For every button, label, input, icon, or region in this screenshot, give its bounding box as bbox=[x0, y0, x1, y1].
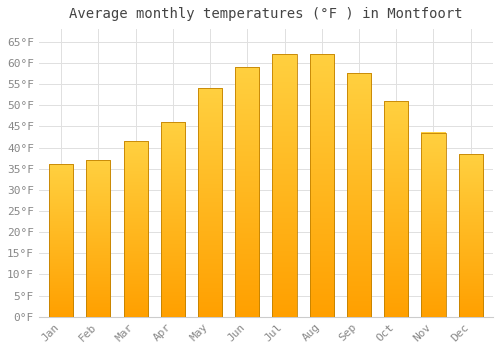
Bar bbox=[347, 74, 371, 317]
Bar bbox=[384, 101, 408, 317]
Bar bbox=[198, 88, 222, 317]
Bar bbox=[235, 67, 260, 317]
Bar bbox=[310, 55, 334, 317]
Bar bbox=[458, 154, 483, 317]
Bar bbox=[124, 141, 148, 317]
Bar bbox=[422, 133, 446, 317]
Bar bbox=[272, 55, 296, 317]
Bar bbox=[86, 160, 110, 317]
Title: Average monthly temperatures (°F ) in Montfoort: Average monthly temperatures (°F ) in Mo… bbox=[69, 7, 462, 21]
Bar bbox=[160, 122, 185, 317]
Bar bbox=[49, 164, 73, 317]
